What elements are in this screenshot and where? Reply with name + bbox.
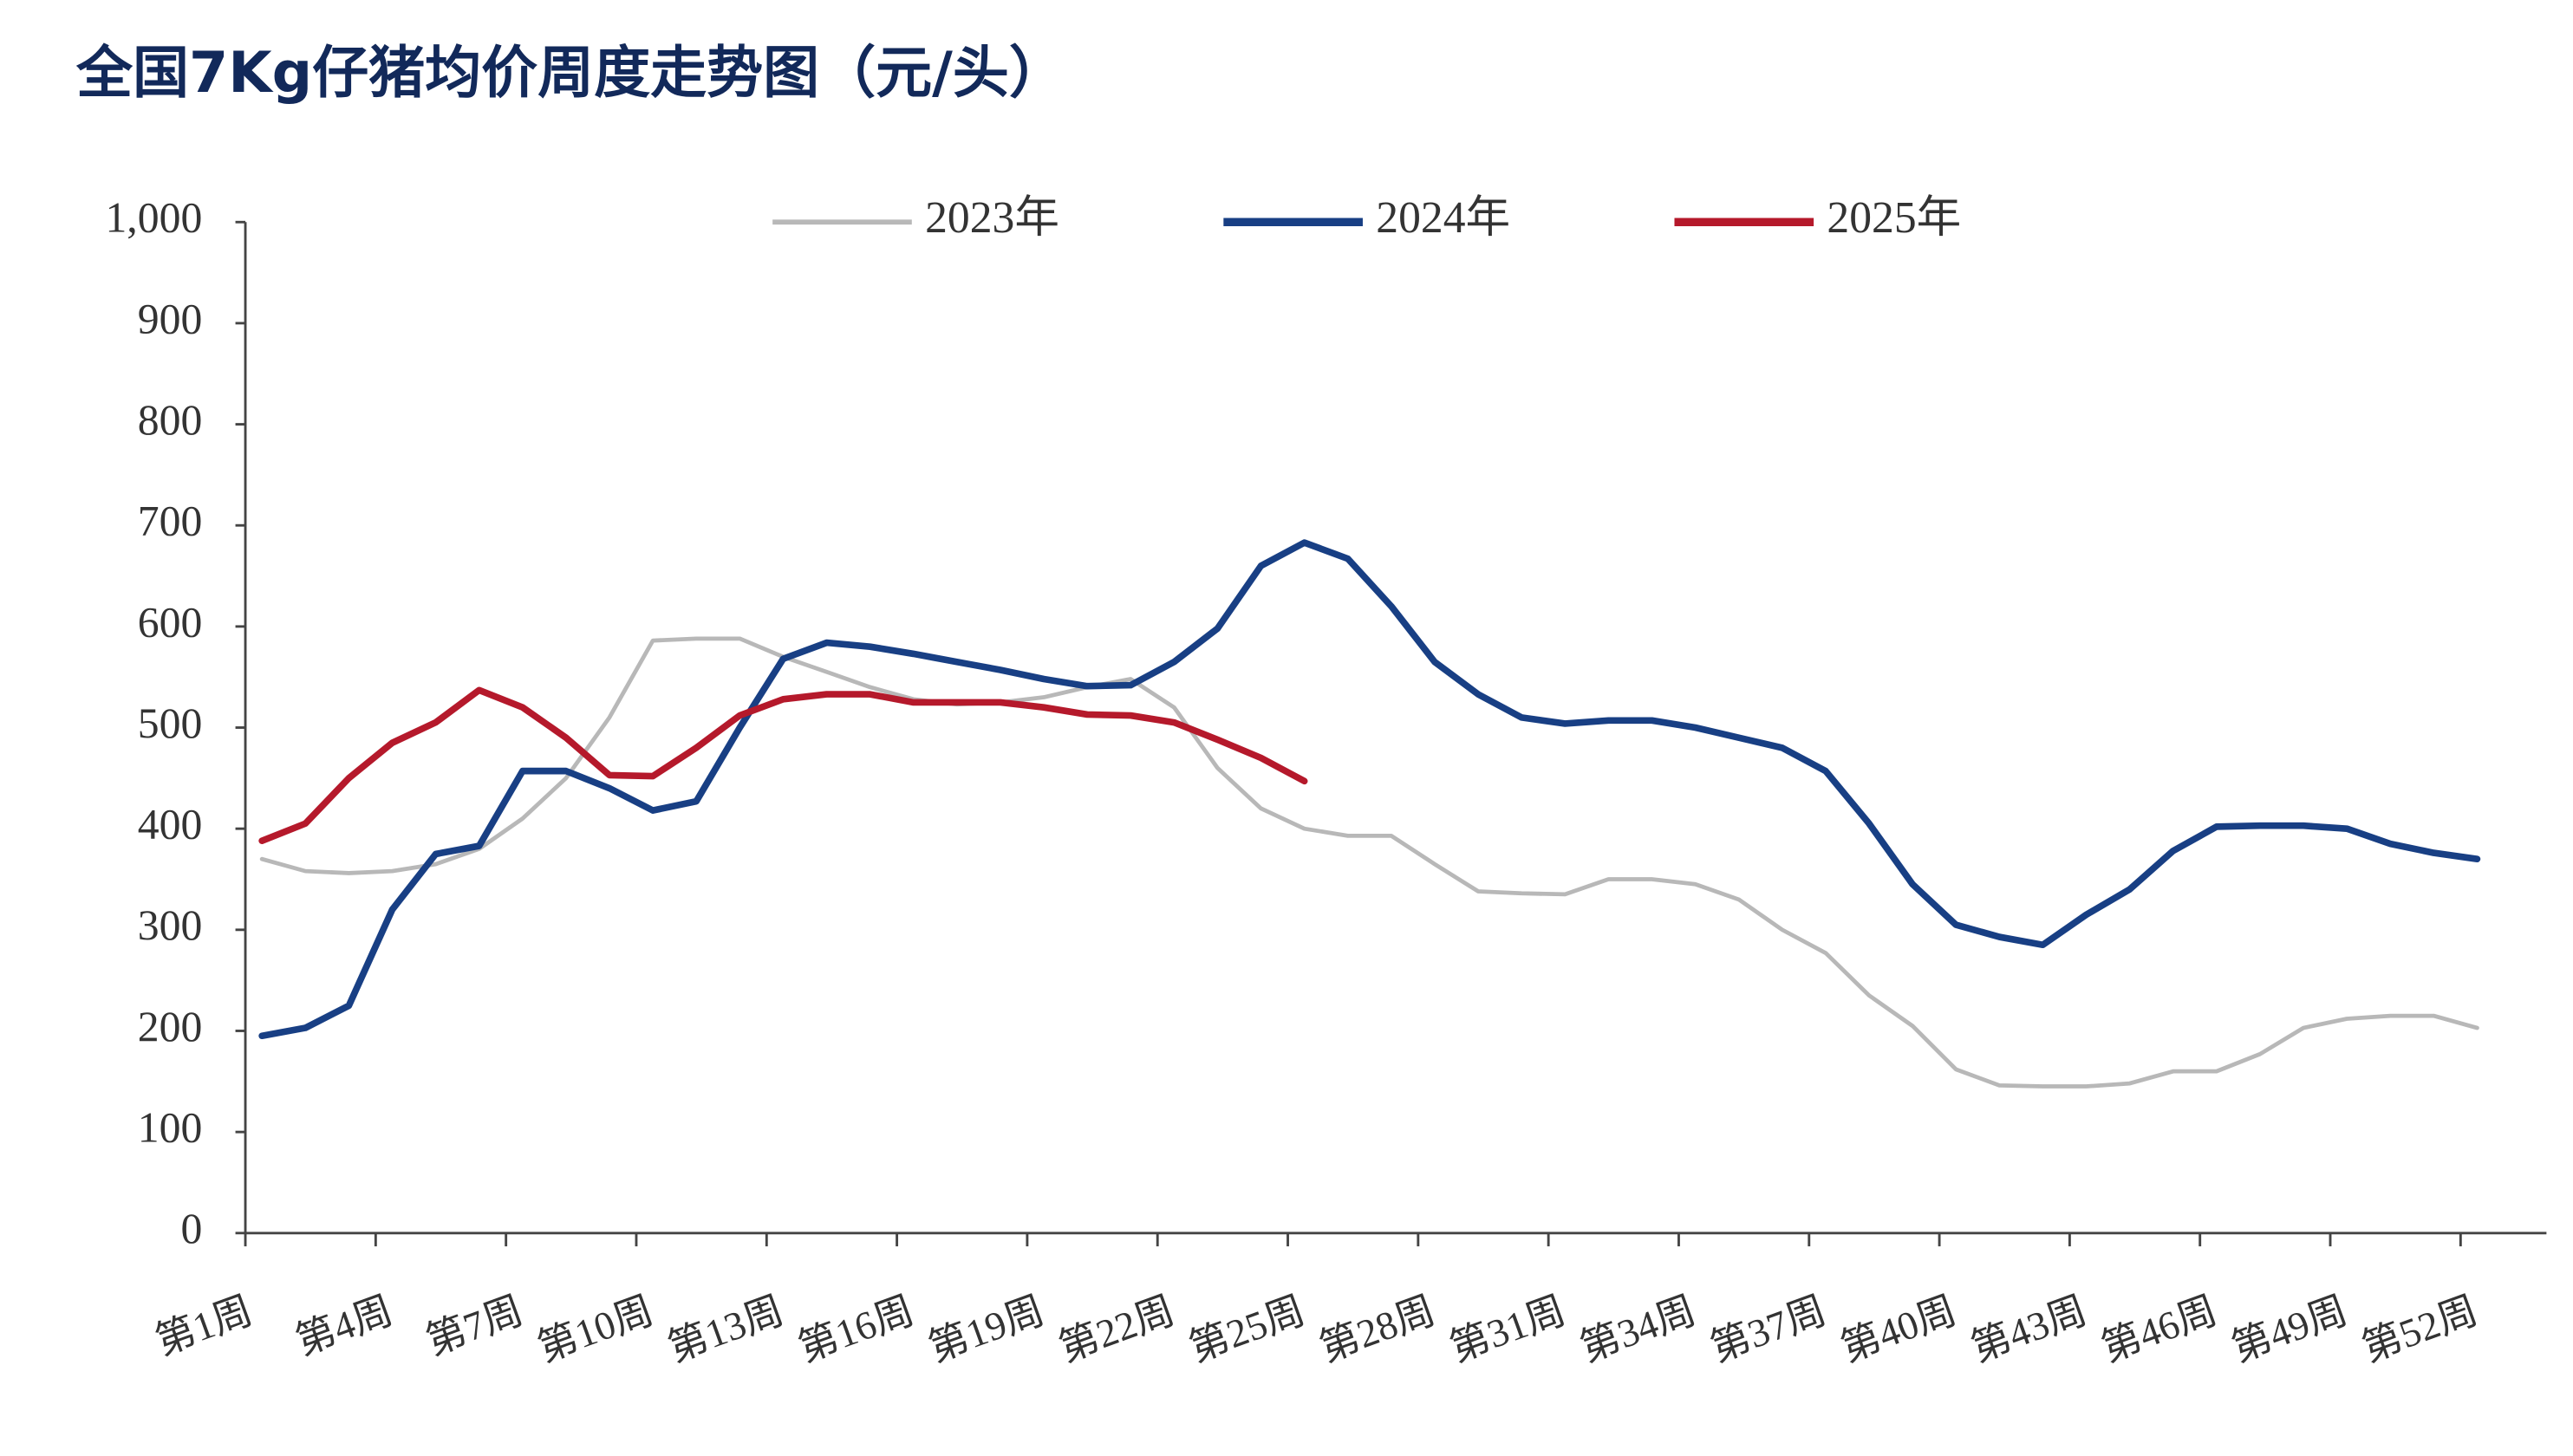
y-tick-label: 200 bbox=[138, 1003, 203, 1050]
x-tick-label: 第40周 bbox=[1834, 1288, 1962, 1370]
legend-label: 2024年 bbox=[1376, 193, 1510, 243]
series-line bbox=[258, 686, 1308, 844]
y-tick-label: 600 bbox=[138, 598, 203, 646]
y-tick-label: 800 bbox=[138, 396, 203, 444]
chart-title: 全国7Kg仔猪均价周度走势图（元/头） bbox=[75, 41, 1065, 106]
series-line bbox=[258, 539, 2481, 1040]
x-tick-label: 第13周 bbox=[662, 1288, 790, 1370]
x-tick-label: 第43周 bbox=[1965, 1288, 2093, 1370]
x-tick-label: 第37周 bbox=[1704, 1288, 1832, 1370]
x-tick-label: 第46周 bbox=[2095, 1288, 2223, 1370]
x-tick-label: 第28周 bbox=[1313, 1288, 1441, 1370]
legend-label: 2023年 bbox=[925, 193, 1059, 243]
x-tick-label: 第10周 bbox=[531, 1288, 659, 1370]
x-tick-label: 第16周 bbox=[792, 1288, 920, 1370]
x-tick-label: 第19周 bbox=[922, 1288, 1050, 1370]
x-tick-label: 第7周 bbox=[420, 1288, 529, 1363]
y-tick-label: 100 bbox=[138, 1104, 203, 1152]
x-tick-label: 第1周 bbox=[149, 1288, 257, 1363]
y-tick-label: 500 bbox=[138, 699, 203, 747]
y-tick-label: 400 bbox=[138, 801, 203, 848]
x-tick-label: 第31周 bbox=[1444, 1288, 1572, 1370]
x-tick-label: 第4周 bbox=[290, 1288, 398, 1363]
y-tick-label: 700 bbox=[138, 497, 203, 545]
x-tick-label: 第52周 bbox=[2356, 1288, 2484, 1370]
legend-label: 2025年 bbox=[1827, 193, 1961, 243]
x-tick-label: 第25周 bbox=[1183, 1288, 1311, 1370]
x-tick-label: 第49周 bbox=[2225, 1288, 2353, 1370]
y-tick-label: 300 bbox=[138, 901, 203, 949]
y-tick-label: 1,000 bbox=[105, 194, 202, 242]
y-tick-label: 900 bbox=[138, 295, 203, 342]
x-tick-label: 第34周 bbox=[1574, 1288, 1702, 1370]
series-line bbox=[259, 636, 2479, 1089]
y-tick-label: 0 bbox=[180, 1205, 202, 1252]
x-tick-label: 第22周 bbox=[1053, 1288, 1181, 1370]
